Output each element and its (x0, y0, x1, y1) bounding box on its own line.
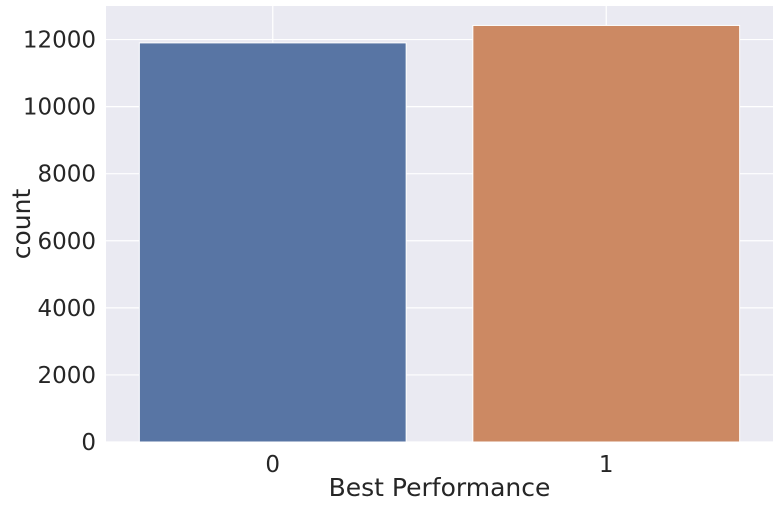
x-axis-label: Best Performance (329, 473, 551, 502)
y-tick-labels: 0 2000 4000 6000 8000 10000 12000 (23, 28, 96, 456)
y-tick-label: 12000 (23, 28, 96, 54)
bar-1 (472, 24, 741, 443)
x-tick-label: 1 (599, 452, 614, 478)
bar-0 (138, 42, 407, 443)
y-tick-label: 4000 (37, 296, 96, 322)
x-tick-label: 0 (265, 452, 280, 478)
y-tick-label: 6000 (37, 229, 96, 255)
bars (138, 24, 741, 443)
y-tick-label: 8000 (37, 162, 96, 188)
y-tick-label: 10000 (23, 95, 96, 121)
y-tick-label: 0 (81, 430, 96, 456)
y-axis-label: count (7, 189, 36, 260)
y-tick-label: 2000 (37, 363, 96, 389)
